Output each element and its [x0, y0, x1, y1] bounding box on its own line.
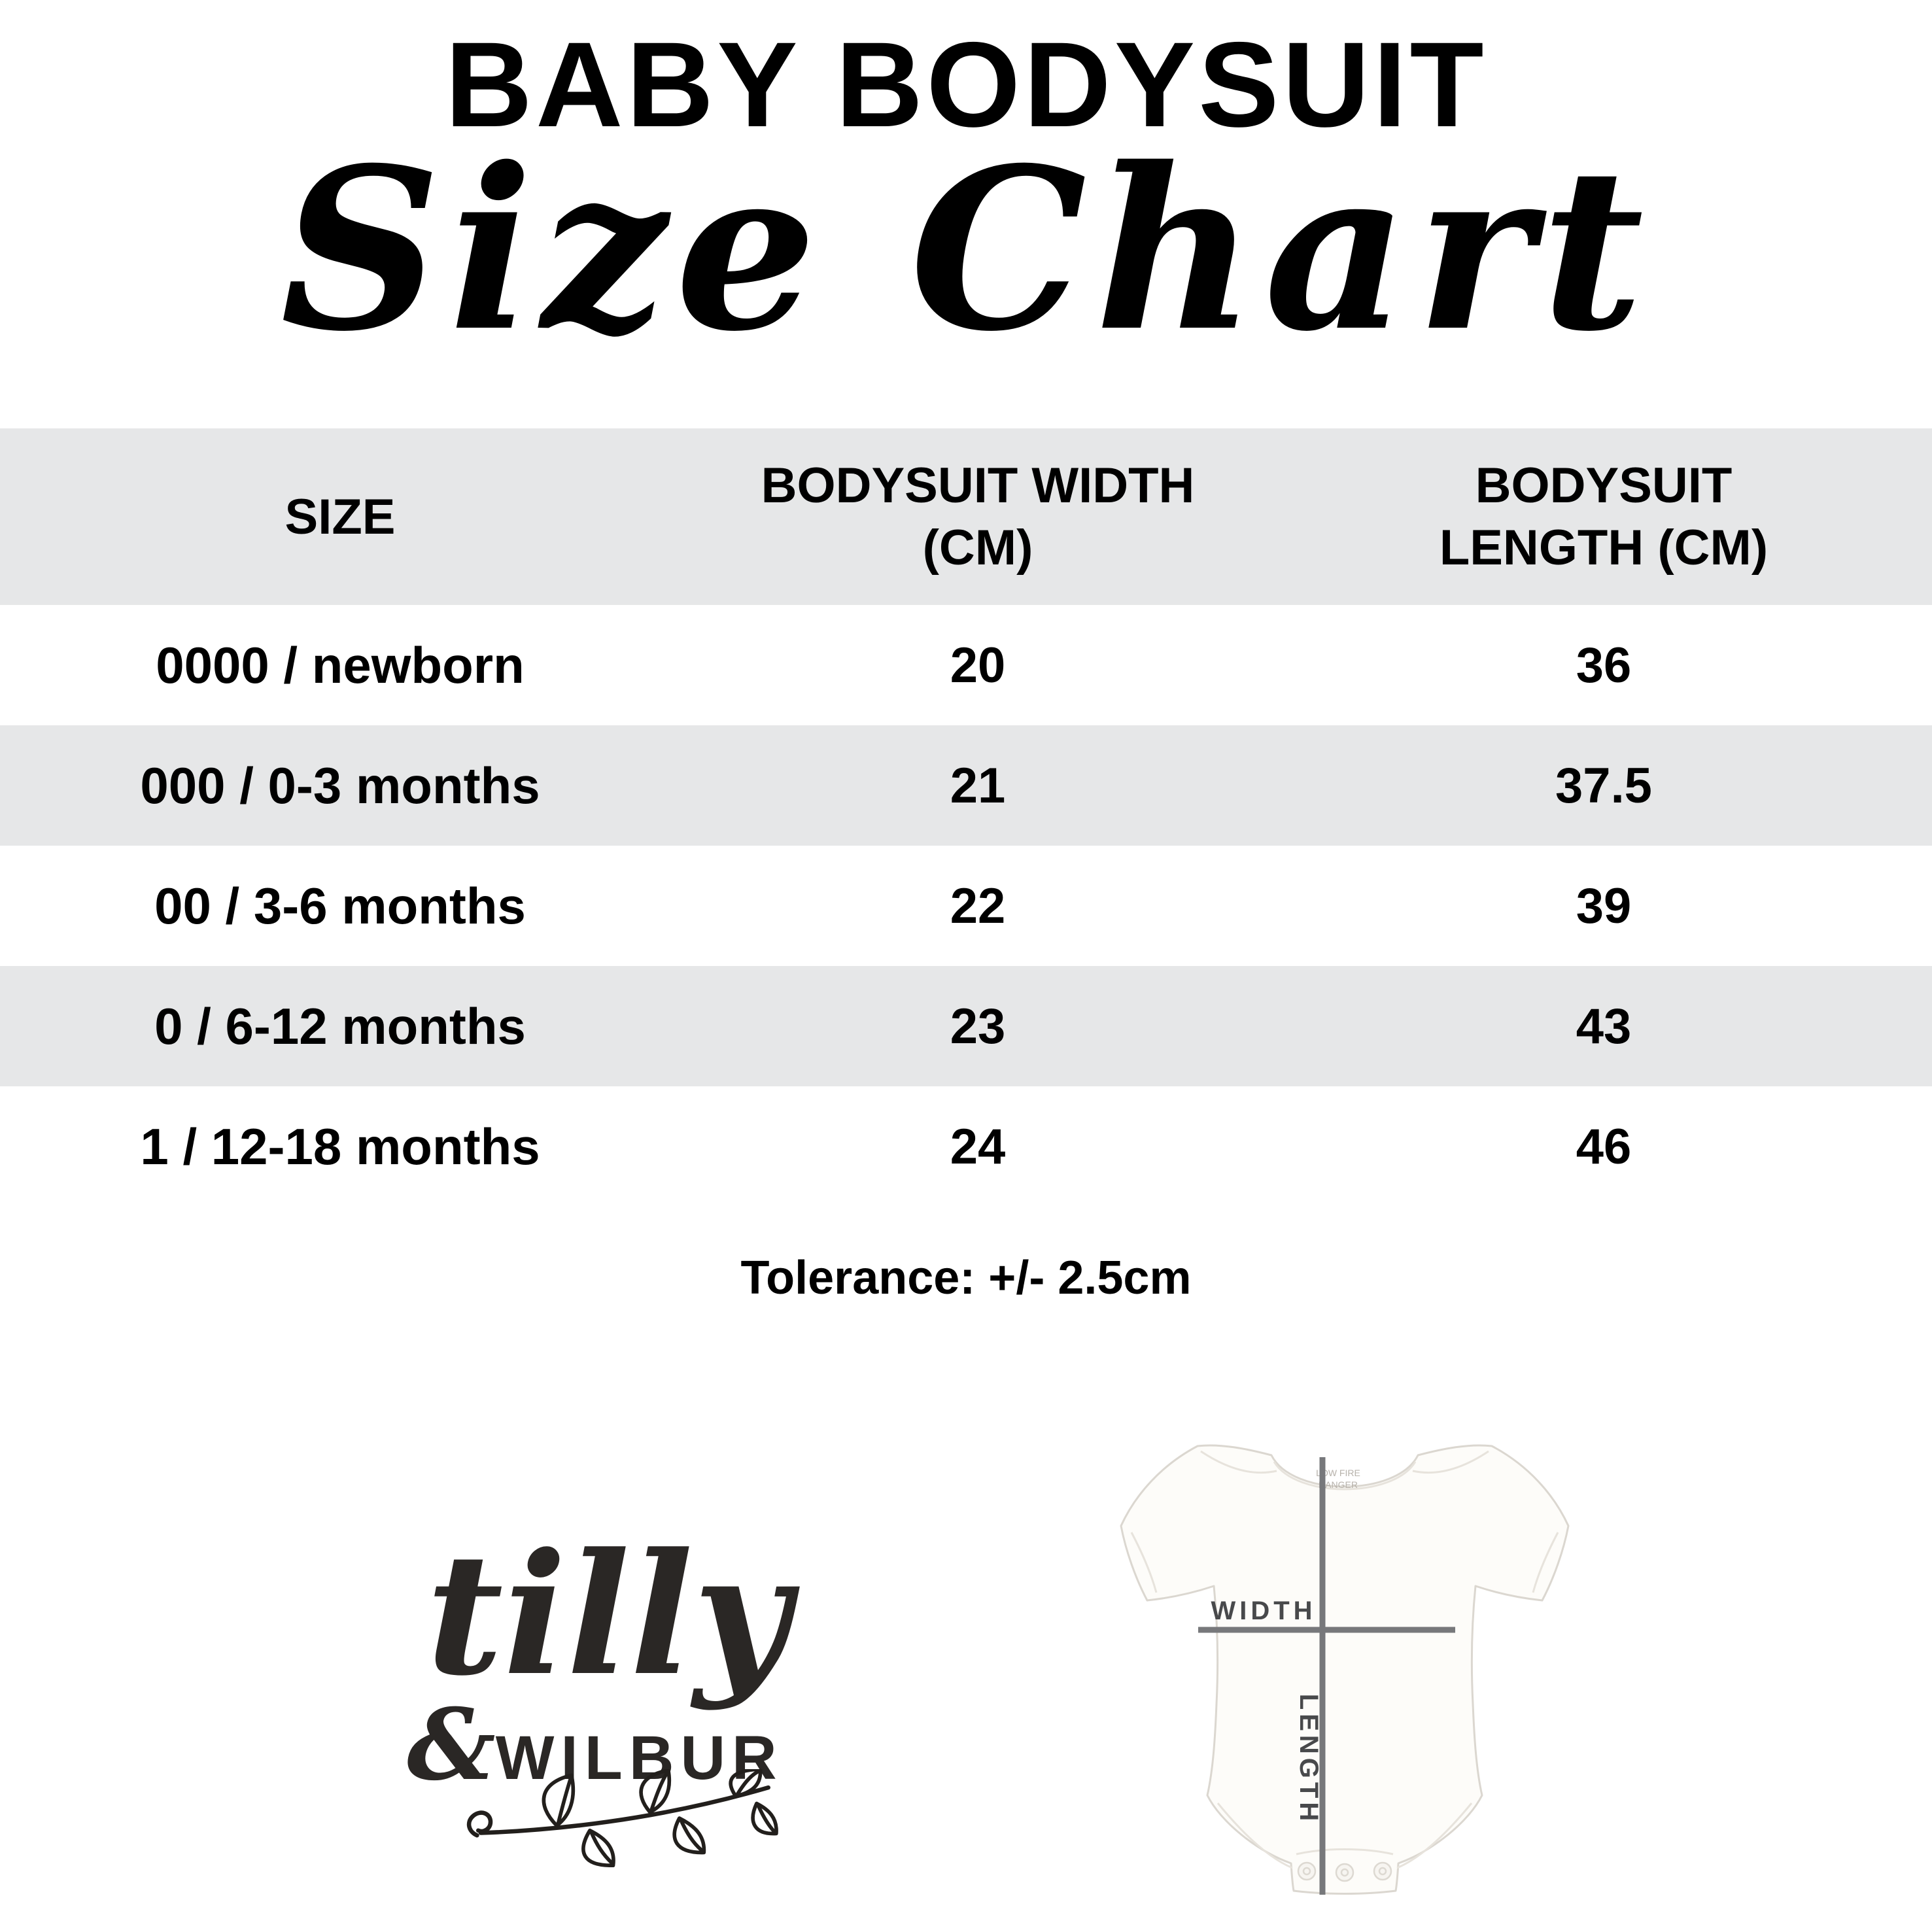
- width-cell: 22: [950, 878, 1006, 934]
- table-row: 1 / 12-18 months 24 46: [0, 1086, 1932, 1207]
- length-label: LENGTH: [1294, 1694, 1323, 1825]
- column-header-width: BODYSUIT WIDTH (CM): [761, 458, 1195, 576]
- logo-ampersand: &: [407, 1687, 496, 1803]
- snap-buttons: [1297, 1861, 1392, 1882]
- column-header-length: BODYSUIT LENGTH (CM): [1439, 458, 1768, 576]
- table-row: 0000 / newborn 20 36: [0, 605, 1932, 725]
- page-subtitle: Size Chart: [280, 120, 1652, 381]
- width-cell: 23: [950, 998, 1006, 1054]
- logo-script-name: tilly: [426, 1517, 791, 1713]
- size-cell: 1 / 12-18 months: [140, 1117, 540, 1175]
- bodysuit-diagram: LOW FIRE DANGER WIDTH LENGTH: [1120, 1444, 1570, 1895]
- bodysuit-graphic: [1120, 1444, 1570, 1895]
- width-cell: 24: [950, 1118, 1006, 1175]
- care-tag-text: LOW FIRE: [1316, 1468, 1360, 1478]
- page-title: BABY BODYSUIT: [445, 18, 1487, 152]
- size-cell: 000 / 0-3 months: [140, 756, 540, 814]
- length-cell: 39: [1576, 878, 1632, 934]
- length-cell: 43: [1576, 998, 1632, 1054]
- size-cell: 00 / 3-6 months: [154, 876, 526, 935]
- table-row: 000 / 0-3 months 21 37.5: [0, 725, 1932, 846]
- laurel-spiral: [466, 1810, 493, 1838]
- laurel-stem: [478, 1785, 770, 1835]
- length-cell: 36: [1576, 637, 1632, 693]
- width-cell: 20: [950, 637, 1006, 693]
- width-cell: 21: [950, 757, 1006, 814]
- length-cell: 46: [1576, 1118, 1632, 1175]
- length-cell: 37.5: [1555, 757, 1652, 814]
- table-row: 0 / 6-12 months 23 43: [0, 966, 1932, 1086]
- table-header-row: SIZE BODYSUIT WIDTH (CM) BODYSUIT LENGTH…: [0, 428, 1932, 605]
- care-tag-text: DANGER: [1319, 1479, 1358, 1490]
- width-label: WIDTH: [1211, 1596, 1316, 1625]
- size-table: SIZE BODYSUIT WIDTH (CM) BODYSUIT LENGTH…: [0, 428, 1932, 1207]
- size-cell: 0000 / newborn: [156, 636, 525, 694]
- table-row: 00 / 3-6 months 22 39: [0, 846, 1932, 966]
- column-header-size: SIZE: [285, 489, 396, 545]
- tolerance-note: Tolerance: +/- 2.5cm: [740, 1252, 1192, 1304]
- size-cell: 0 / 6-12 months: [154, 997, 526, 1055]
- laurel-branch-icon: [466, 1769, 778, 1867]
- brand-logo: tilly & WILBUR: [407, 1517, 804, 1793]
